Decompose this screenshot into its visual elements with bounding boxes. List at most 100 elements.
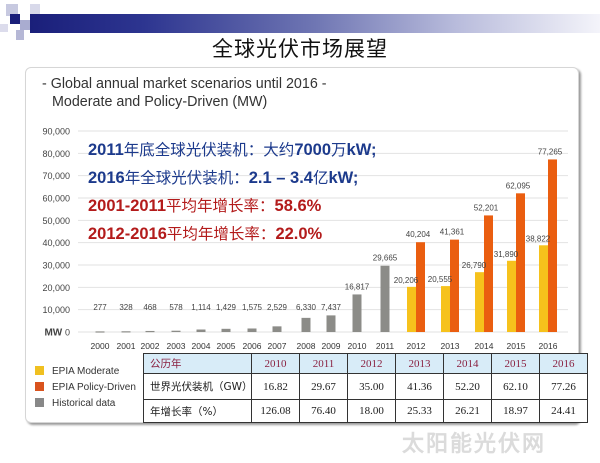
bar-label-historical: 2,529 <box>267 303 288 312</box>
table-row: 世界光伏装机（GW） 16.82 29.67 35.00 41.36 52.20… <box>143 373 588 400</box>
y-tick-label: 10,000 <box>42 305 70 315</box>
header-gradient-bar <box>30 14 600 33</box>
y-tick-label: MW 0 <box>44 328 70 339</box>
table-cell: 29.67 <box>299 373 348 400</box>
legend-label-policy-driven: EPIA Policy-Driven <box>52 382 136 393</box>
bar-label-historical: 7,437 <box>321 303 342 312</box>
bar-label-moderate: 26,790 <box>462 261 487 270</box>
table-row: 年增长率（%） 126.08 76.40 18.00 25.33 26.21 1… <box>143 399 588 423</box>
bar-historical <box>171 330 181 332</box>
bar-label-moderate: 31,890 <box>494 250 519 259</box>
bar-historical <box>326 315 336 332</box>
annotation-number: 2012-2016 <box>88 225 167 243</box>
chart-annotation: 2001-2011平均年增长率：58.6% <box>88 194 321 216</box>
y-tick-label: 40,000 <box>42 238 70 248</box>
bar-label-policy-driven: 77,265 <box>538 147 563 156</box>
chart-annotation: 2012-2016平均年增长率：22.0% <box>88 222 322 244</box>
chart-title: - Global annual market scenarios until 2… <box>42 75 327 111</box>
annotation-number: kW; <box>346 141 377 159</box>
annotation-text: 年底全球光伏装机：大约 <box>123 141 295 159</box>
table-cell: 世界光伏装机（GW） <box>143 373 253 400</box>
bar-moderate <box>507 260 516 332</box>
bar-historical <box>301 317 311 332</box>
legend-item-moderate: EPIA Moderate <box>35 366 119 377</box>
installation-table: 公历年 2010 2011 2012 2013 2014 2015 2016 世… <box>143 353 588 423</box>
annotation-text: 亿 <box>312 169 329 187</box>
x-tick-label: 2000 <box>91 341 110 351</box>
table-header-cell: 2014 <box>443 353 492 374</box>
decor-square <box>20 20 30 30</box>
x-tick-label: 2005 <box>217 341 236 351</box>
table-header-row: 公历年 2010 2011 2012 2013 2014 2015 2016 <box>143 353 588 374</box>
table-cell: 26.21 <box>443 399 492 423</box>
legend-swatch-moderate <box>35 366 44 375</box>
slide-title: 全球光伏市场展望 <box>212 37 388 61</box>
decor-square <box>30 4 40 14</box>
table-header-cell: 2015 <box>491 353 540 374</box>
y-tick-label: 30,000 <box>42 261 70 271</box>
table-cell: 18.97 <box>491 399 540 423</box>
annotation-number: 2016 <box>88 169 125 187</box>
annotation-number: 2011 <box>88 141 124 159</box>
legend-label-historical: Historical data <box>52 398 116 409</box>
bar-historical <box>221 328 231 332</box>
bar-label-historical: 1,429 <box>216 303 237 312</box>
bar-policy-driven <box>450 239 459 332</box>
legend-item-historical: Historical data <box>35 398 115 409</box>
bar-historical <box>352 294 362 332</box>
bar-historical <box>272 326 282 332</box>
x-tick-label: 2004 <box>192 341 211 351</box>
chart-title-line2: Moderate and Policy-Driven (MW) <box>52 94 268 110</box>
table-cell: 35.00 <box>347 373 396 400</box>
bar-label-policy-driven: 41,361 <box>440 228 465 237</box>
x-tick-label: 2002 <box>141 341 160 351</box>
x-tick-label: 2007 <box>268 341 287 351</box>
bar-historical <box>95 331 105 333</box>
bar-moderate <box>539 245 548 332</box>
annotation-number: 7000 <box>294 141 332 159</box>
annotation-text: 平均年增长率： <box>166 197 275 215</box>
bar-moderate <box>441 286 450 332</box>
annotation-number: kW; <box>328 169 359 187</box>
decor-square <box>6 4 18 16</box>
annotation-number: 2.1 – 3.4 <box>248 169 313 187</box>
bar-label-moderate: 20,206 <box>394 276 419 285</box>
annotation-text: 万 <box>331 141 347 159</box>
table-cell: 24.41 <box>539 399 588 423</box>
bar-label-policy-driven: 40,204 <box>406 230 431 239</box>
bar-label-historical: 1,575 <box>242 303 263 312</box>
bar-label-historical: 468 <box>143 303 157 312</box>
decor-square <box>16 30 24 40</box>
table-header-cell: 2016 <box>539 353 588 374</box>
x-tick-label: 2006 <box>243 341 262 351</box>
bar-policy-driven <box>484 215 493 332</box>
table-header-cell: 2012 <box>347 353 396 374</box>
bar-label-policy-driven: 62,095 <box>506 181 531 190</box>
bar-historical <box>196 329 206 332</box>
table-cell: 76.40 <box>299 399 348 423</box>
bar-moderate <box>407 286 416 332</box>
x-tick-label: 2011 <box>376 341 395 351</box>
table-cell: 年增长率（%） <box>143 399 252 423</box>
chart-title-line1: - Global annual market scenarios until 2… <box>42 76 327 92</box>
y-tick-label: 60,000 <box>42 194 70 204</box>
annotation-text: 年全球光伏装机： <box>124 169 249 187</box>
bar-policy-driven <box>416 242 425 332</box>
decor-square <box>10 14 20 24</box>
bar-label-historical: 277 <box>93 303 107 312</box>
bar-label-historical: 578 <box>169 303 183 312</box>
bar-label-policy-driven: 52,201 <box>474 203 499 212</box>
bar-label-historical: 6,330 <box>296 303 317 312</box>
table-cell: 62.10 <box>491 373 540 400</box>
legend-swatch-policy-driven <box>35 382 44 391</box>
y-tick-label: 50,000 <box>42 216 70 226</box>
bar-historical <box>380 265 390 332</box>
table-header-cell: 2013 <box>395 353 444 374</box>
chart-annotation: 2011年底全球光伏装机：大约7000万kW; <box>88 138 377 160</box>
bar-label-historical: 328 <box>119 303 133 312</box>
x-tick-label: 2008 <box>297 341 316 351</box>
table-cell: 25.33 <box>395 399 444 423</box>
x-tick-label: 2015 <box>507 341 526 351</box>
table-cell: 18.00 <box>347 399 396 423</box>
